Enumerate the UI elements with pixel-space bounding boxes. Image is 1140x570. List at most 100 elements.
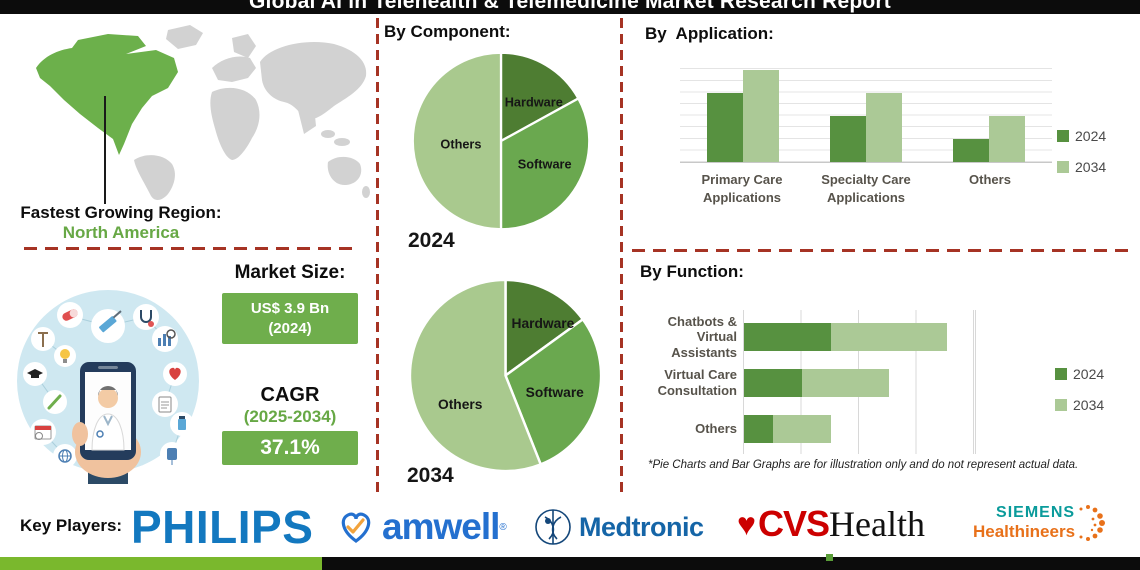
bottom-bar-green-tick	[826, 554, 833, 561]
category-specialty-care: Specialty Care Applications	[821, 172, 911, 205]
region-label: Fastest Growing Region:	[20, 203, 222, 222]
pill-icon	[57, 302, 83, 328]
bar-others-2034	[989, 115, 1025, 162]
market-size-value: US$ 3.9 Bn	[250, 300, 330, 317]
africa-region	[210, 87, 260, 160]
market-size-year: (2024)	[268, 319, 312, 337]
calendar-icon	[30, 419, 56, 445]
legend-item-2024: 2024	[1057, 128, 1106, 144]
segment-virtualcare-2034	[802, 369, 889, 397]
greenland-region	[166, 25, 203, 49]
lightbulb-icon	[54, 345, 76, 367]
siemens-dots-icon	[1079, 505, 1106, 541]
medicine-bottle-icon	[170, 412, 194, 436]
function-rows: Chatbots & Virtual Assistants Virtual Ca…	[640, 314, 1110, 452]
pie-slice-others	[411, 51, 503, 231]
bar-group-specialty-care	[830, 58, 902, 162]
siemens-healthineers-logo: SIEMENS Healthineers	[973, 503, 1106, 543]
medtronic-logo: Medtronic	[531, 505, 704, 549]
clipboard-icon	[152, 391, 178, 417]
page-title: Global AI in Telehealth & Telemedicine M…	[249, 0, 891, 13]
telemedicine-illustration	[17, 290, 199, 484]
section-heading-application: By Application:	[645, 24, 774, 43]
segment-virtualcare-2024	[744, 369, 802, 397]
pie-year-2024: 2024	[408, 229, 455, 252]
pie-slice-label: Hardware	[512, 316, 575, 331]
medtronic-figure-icon	[535, 509, 571, 545]
cvs-heart-icon: ♥	[737, 505, 756, 542]
cagr-value-box: 37.1%	[222, 431, 358, 465]
legend-item-2034: 2034	[1055, 397, 1104, 413]
globe-icon	[53, 444, 77, 468]
pie-slice-label: Others	[438, 397, 483, 412]
market-size-value-box: US$ 3.9 Bn (2024)	[222, 293, 358, 344]
pie-year-2034: 2034	[407, 464, 454, 487]
application-legend: 2024 2034	[1057, 128, 1106, 190]
pie-slice-hardware	[499, 51, 580, 143]
scandinavia-region	[232, 34, 256, 58]
application-plot-area	[680, 58, 1052, 163]
legend-swatch-2024	[1057, 130, 1069, 142]
region-value: North America	[62, 222, 180, 242]
function-row-others: Others	[640, 406, 1110, 452]
bar-specialty-2034	[866, 92, 902, 162]
function-bar-chart: Chatbots & Virtual Assistants Virtual Ca…	[640, 298, 1110, 460]
pie-slice-label: Software	[518, 156, 572, 171]
smartphone-doctor	[72, 362, 141, 484]
amwell-heart-icon	[341, 512, 371, 543]
category-primary-care: Primary Care Applications	[701, 172, 783, 205]
function-row-virtual-care: Virtual Care Consultation	[640, 360, 1110, 406]
pie-slice-label: Hardware	[505, 94, 563, 109]
south-america-region	[134, 155, 175, 201]
market-size-heading: Market Size:	[234, 262, 346, 283]
australia-region	[327, 156, 362, 186]
key-players-label: Key Players:	[20, 516, 123, 535]
amwell-logo: amwell ®	[336, 506, 507, 548]
pie-chart-2034: Hardware Software Others	[408, 278, 603, 473]
application-category-labels: Primary Care Applications Specialty Care…	[680, 171, 1052, 206]
fastest-growing-region: Fastest Growing Region: North America	[8, 203, 234, 242]
application-bar-chart: Primary Care Applications Specialty Care…	[680, 58, 1052, 206]
pie-slice-label: Software	[526, 385, 585, 400]
graduation-cap-icon	[23, 362, 47, 386]
sea-islands	[321, 130, 335, 138]
world-map	[36, 25, 370, 201]
market-size-block: Market Size: US$ 3.9 Bn (2024) CAGR (202…	[222, 262, 358, 465]
title-bar: Global AI in Telehealth & Telemedicine M…	[0, 0, 1140, 14]
legend-swatch-2034	[1057, 161, 1069, 173]
asia-region	[260, 42, 367, 120]
horizontal-divider-right	[632, 249, 1136, 252]
section-heading-component: By Component:	[384, 22, 511, 41]
segment-others-2034	[773, 415, 831, 443]
bar-primary-2024	[707, 92, 743, 162]
chart-magnifier-icon	[152, 326, 178, 352]
map-pointer-line	[104, 96, 106, 204]
horizontal-divider-left	[24, 247, 352, 250]
legend-item-2034: 2034	[1057, 159, 1106, 175]
legend-swatch-2034	[1055, 399, 1067, 411]
new-zealand-region	[362, 186, 370, 198]
stethoscope-icon	[133, 304, 159, 330]
cvs-health-logo: ♥ CVS Health	[737, 503, 925, 544]
cagr-period: (2025-2034)	[243, 407, 337, 426]
bar-group-others	[953, 58, 1025, 162]
segment-chatbots-2034	[831, 323, 947, 351]
bar-primary-2034	[743, 69, 779, 162]
bottom-bar-black	[322, 557, 1140, 570]
north-america-region	[36, 34, 178, 155]
cagr-label: CAGR	[260, 384, 320, 406]
bar-group-primary-care	[707, 58, 779, 162]
pie-chart-2024: Hardware Software Others	[411, 51, 591, 231]
syringe-icon	[91, 309, 125, 343]
pie-slice-label: Others	[440, 136, 481, 151]
section-heading-function: By Function:	[640, 262, 744, 281]
segment-chatbots-2024	[744, 323, 831, 351]
function-row-chatbots: Chatbots & Virtual Assistants	[640, 314, 1110, 360]
pie-slice-software	[504, 317, 603, 466]
iv-bag-icon	[160, 442, 184, 466]
disclaimer-footnote: *Pie Charts and Bar Graphs are for illus…	[648, 459, 1079, 471]
pie-slice-software	[499, 96, 591, 231]
india-region	[298, 106, 316, 134]
crutch-icon	[31, 327, 55, 351]
